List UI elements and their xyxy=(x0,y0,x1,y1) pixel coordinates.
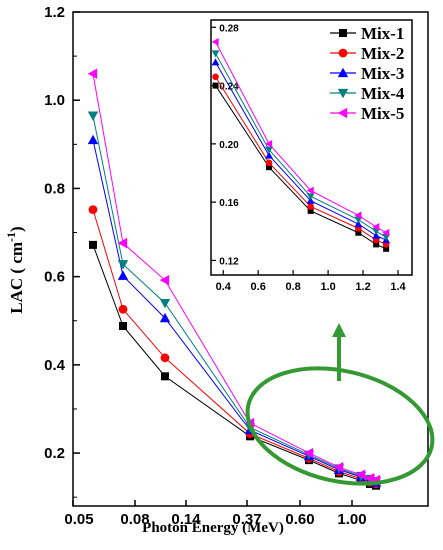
y-axis-title-exponent: -1 xyxy=(4,232,18,242)
inset-y-tick-label: 0.12 xyxy=(219,256,239,267)
series-mix-4-marker xyxy=(87,111,99,121)
inset-x-tick-label: 0.6 xyxy=(251,281,266,293)
legend-swatch-marker xyxy=(339,29,347,37)
y-tick-label: 0.8 xyxy=(44,180,65,197)
inset-series-mix-1-marker xyxy=(307,207,314,214)
inset-background xyxy=(202,16,418,300)
series-mix-4-marker xyxy=(117,260,129,270)
legend-label: Mix-3 xyxy=(361,64,404,83)
inset-series-mix-5-marker xyxy=(265,139,273,148)
y-tick-label: 0.4 xyxy=(44,357,66,374)
inset-y-tick-label: 0.20 xyxy=(219,140,239,151)
legend-item-mix-2: Mix-2 xyxy=(330,44,404,63)
series-mix-5-marker xyxy=(117,237,128,249)
series-mix-5-marker xyxy=(303,447,314,459)
y-axis-title: LAC ( cm-1) xyxy=(4,226,26,313)
inset-plot-frame xyxy=(210,19,413,276)
x-tick-label: 0.37 xyxy=(232,511,261,528)
legend-item-mix-4: Mix-4 xyxy=(330,84,405,103)
inset-series-mix-5 xyxy=(211,37,390,237)
legend-item-mix-5: Mix-5 xyxy=(330,104,404,123)
legend-swatch-marker xyxy=(337,67,349,78)
legend-label: Mix-1 xyxy=(361,24,404,43)
inset-series-mix-3 xyxy=(211,58,391,244)
x-tick-label: 0.08 xyxy=(120,511,149,528)
x-axis-title: Photon Energy (MeV) xyxy=(142,520,284,536)
legend-item-mix-1: Mix-1 xyxy=(330,24,404,43)
series-mix-2-marker xyxy=(160,353,170,363)
y-tick-label: 0.6 xyxy=(44,269,65,286)
x-tick-label: 0.14 xyxy=(171,511,201,528)
inset-series-mix-5-marker xyxy=(306,186,314,195)
series-mix-3-marker xyxy=(159,312,171,323)
inset-x-tick-label: 1.2 xyxy=(355,281,370,293)
inset-series-mix-1-marker xyxy=(355,229,362,236)
y-axis-title-main: LAC ( cm xyxy=(7,242,26,314)
legend-item-mix-3: Mix-3 xyxy=(330,64,404,83)
inset-series-mix-2-marker xyxy=(212,73,219,81)
inset-series-mix-1 xyxy=(212,82,390,252)
inset-series-mix-5-marker xyxy=(372,223,380,231)
inset-series-mix-1-marker xyxy=(383,245,390,252)
inset-series-mix-1-marker xyxy=(266,164,273,171)
y-tick-label: 0.2 xyxy=(44,445,65,462)
legend-label: Mix-4 xyxy=(361,84,405,103)
inset-series-mix-3-marker xyxy=(354,220,363,228)
inset-series-mix-4 xyxy=(211,50,391,242)
inset-series-mix-1-marker xyxy=(212,82,219,89)
inset-series-mix-1-marker xyxy=(373,241,380,248)
inset-series-mix-3-marker xyxy=(211,58,220,66)
series-mix-3-marker xyxy=(87,134,99,145)
legend-swatch-marker xyxy=(337,88,349,99)
series-mix-1-marker xyxy=(119,322,127,331)
inset-series-mix-2-marker xyxy=(307,203,314,210)
series-mix-1-marker xyxy=(161,372,169,381)
inset-series-mix-3-marker xyxy=(306,196,315,204)
series-mix-2-marker xyxy=(118,304,128,314)
inset-x-tick-label: 0.8 xyxy=(285,281,300,293)
series-mix-5-marker xyxy=(364,473,375,484)
series-mix-2-marker xyxy=(88,205,98,215)
pointer-arrow-head xyxy=(332,323,346,337)
inset-x-tick-label: 0.4 xyxy=(216,281,232,293)
y-tick-label: 1.0 xyxy=(44,92,65,109)
inset-series-mix-3-marker xyxy=(265,151,273,159)
x-tick-label: 0.05 xyxy=(64,511,93,528)
inset-series-mix-4-marker xyxy=(265,146,273,154)
highlight-ellipse xyxy=(245,366,435,486)
series-mix-5-marker xyxy=(87,68,98,79)
legend-label: Mix-2 xyxy=(361,44,404,63)
series-mix-5-marker xyxy=(159,274,170,286)
inset-y-tick-label: 0.28 xyxy=(219,23,239,34)
y-tick-label: 1.2 xyxy=(44,4,65,21)
inset-series-mix-3-marker xyxy=(372,231,381,239)
series-mix-5-marker xyxy=(333,461,344,473)
inset-x-tick-label: 1.4 xyxy=(390,281,406,293)
legend-label: Mix-5 xyxy=(361,104,404,123)
series-mix-4-marker xyxy=(159,298,171,309)
series-mix-3-marker xyxy=(117,270,129,280)
legend-swatch-marker xyxy=(338,48,348,58)
main-plot-frame xyxy=(72,11,429,507)
x-tick-label: 1.00 xyxy=(337,511,366,528)
inset-plot-series xyxy=(211,37,391,252)
inset-series-mix-4-marker xyxy=(211,50,220,58)
y-axis-title-tail: ) xyxy=(7,226,26,232)
series-mix-1-marker xyxy=(89,240,97,249)
inset-series-mix-5-marker xyxy=(382,228,390,237)
inset-y-tick-label: 0.16 xyxy=(219,198,239,209)
inset-series-mix-5-marker xyxy=(354,211,362,220)
legend-swatch-marker xyxy=(337,107,348,119)
main-axis-ticks: 0.05 0.08 0.14 0.37 0.60 1.00 0.2 0.4 0.6 0.8 1.0 1… xyxy=(44,4,366,528)
series-mix-5-marker xyxy=(355,469,366,480)
x-tick-label: 0.60 xyxy=(285,511,314,528)
inset-series-mix-2-marker xyxy=(265,159,273,167)
inset-series-mix-4-marker xyxy=(306,193,315,201)
inset-series-mix-4-line xyxy=(215,53,387,238)
inset-x-tick-label: 1.0 xyxy=(320,281,335,293)
inset-series-mix-5-marker xyxy=(211,37,219,46)
